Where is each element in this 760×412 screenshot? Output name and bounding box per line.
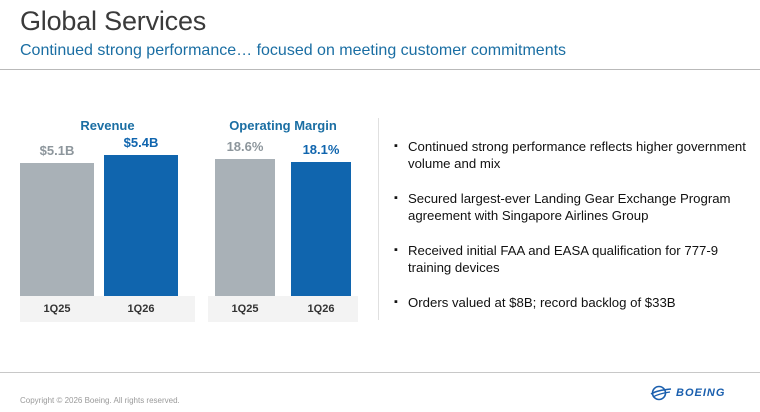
revenue-bar-1q25: [20, 163, 94, 296]
revenue-label-1q26: $5.4B: [123, 135, 159, 150]
margin-category-1q25: 1Q25: [231, 303, 259, 315]
highlight-item: ▪ Continued strong performance reflects h…: [394, 138, 754, 172]
margin-bar-1q26: [291, 162, 351, 296]
highlight-text: Orders valued at $8B; record backlog of …: [408, 295, 676, 310]
revenue-label-1q25: $5.1B: [39, 143, 75, 158]
bullet-mark: ▪: [394, 296, 398, 308]
revenue-chart-title: Revenue: [80, 118, 135, 133]
highlights-list: ▪ Continued strong performance reflects h…: [394, 138, 754, 329]
bullet-mark: ▪: [394, 140, 398, 152]
boeing-logo-icon: [650, 385, 672, 401]
highlight-text: Continued strong performance reflects hi…: [408, 139, 746, 171]
footer-divider: [0, 372, 760, 373]
copyright-text: Copyright © 2026 Boeing. All rights rese…: [20, 396, 180, 405]
revenue-bar-1q26: [104, 155, 178, 296]
margin-label-1q25: 18.6%: [226, 139, 264, 154]
boeing-logo: BOEING: [650, 385, 725, 401]
margin-chart-title: Operating Margin: [229, 118, 337, 133]
bullet-mark: ▪: [394, 244, 398, 256]
margin-label-1q26: 18.1%: [302, 142, 340, 157]
column-divider: [378, 118, 379, 320]
boeing-logo-text: BOEING: [676, 387, 726, 399]
margin-category-1q26: 1Q26: [307, 303, 335, 315]
highlight-item: ▪ Secured largest-ever Landing Gear Excha…: [394, 190, 754, 224]
highlight-text: Secured largest-ever Landing Gear Exchan…: [408, 191, 731, 223]
page-title: Global Services: [20, 6, 207, 36]
title-divider: [0, 69, 760, 70]
page-subtitle: Continued strong performance… focused on…: [20, 42, 567, 59]
bullet-mark: ▪: [394, 192, 398, 204]
revenue-category-band: [20, 296, 195, 322]
highlight-item: ▪ Orders valued at $8B; record backlog of…: [394, 294, 754, 311]
highlight-item: ▪ Received initial FAA and EASA qualifica…: [394, 242, 754, 276]
revenue-category-1q25: 1Q25: [43, 303, 71, 315]
margin-bar-1q25: [215, 159, 275, 296]
revenue-category-1q26: 1Q26: [127, 303, 155, 315]
margin-category-band: [208, 296, 358, 322]
highlight-text: Received initial FAA and EASA qualificat…: [408, 243, 719, 275]
